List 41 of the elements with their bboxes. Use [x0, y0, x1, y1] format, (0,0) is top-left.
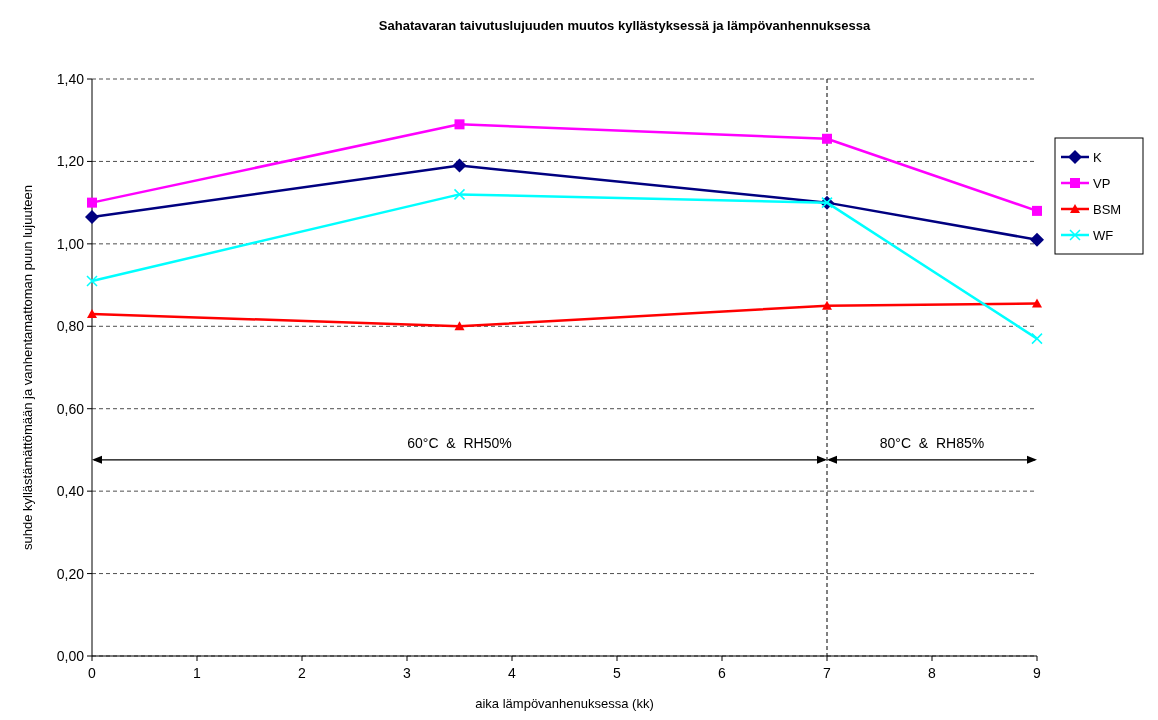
- point: [454, 119, 465, 130]
- point: [1031, 332, 1043, 345]
- x-tick-label: 9: [1033, 665, 1042, 681]
- point: [86, 275, 98, 287]
- point: [454, 321, 465, 331]
- point: [1032, 205, 1042, 216]
- x-tick-label: 1: [193, 665, 202, 681]
- point: [85, 210, 99, 225]
- legend-label: K: [1093, 150, 1102, 165]
- x-tick-label: 6: [718, 665, 727, 681]
- x-tick-label: 0: [88, 665, 97, 681]
- x-tick-label: 8: [928, 665, 937, 681]
- y-tick-label: 0,80: [56, 318, 85, 335]
- x-tick-label: 7: [823, 665, 832, 681]
- point: [1030, 232, 1044, 247]
- y-tick-label: 0,60: [56, 400, 85, 417]
- y-tick-label: 0,20: [56, 565, 85, 582]
- x-axis-title: aika lämpövanhenuksessa (kk): [475, 696, 654, 711]
- legend-label: WF: [1093, 228, 1114, 243]
- point: [822, 300, 832, 310]
- annotation: 80°C & RH85%: [879, 434, 985, 451]
- point: [822, 133, 832, 144]
- point: [1032, 298, 1042, 308]
- x-tick-label: 2: [298, 665, 307, 681]
- y-tick-label: 1,40: [56, 71, 85, 87]
- chart-title: Sahatavaran taivutuslujuuden muutos kyllästyksessä ja lämpövanhennuksessa: [378, 18, 871, 33]
- x-tick-label: 4: [508, 665, 517, 681]
- y-tick-label: 0,00: [56, 648, 85, 664]
- legend-label: BSM: [1093, 202, 1122, 217]
- point: [87, 197, 97, 208]
- annotation: 60°C & RH50%: [407, 434, 512, 451]
- point: [452, 158, 467, 173]
- x-tick-label: 3: [403, 665, 412, 681]
- x-tick-label: 5: [613, 665, 622, 681]
- point: [453, 188, 466, 201]
- y-tick-label: 0,40: [56, 483, 85, 500]
- y-axis-title: suhde kyllästämättömään ja vanhentamattoman puun lujuuteen: [20, 185, 35, 550]
- legend-label: VP: [1093, 176, 1111, 191]
- point: [87, 308, 97, 318]
- y-tick-label: 1,20: [56, 153, 85, 170]
- y-tick-label: 1,00: [56, 235, 85, 252]
